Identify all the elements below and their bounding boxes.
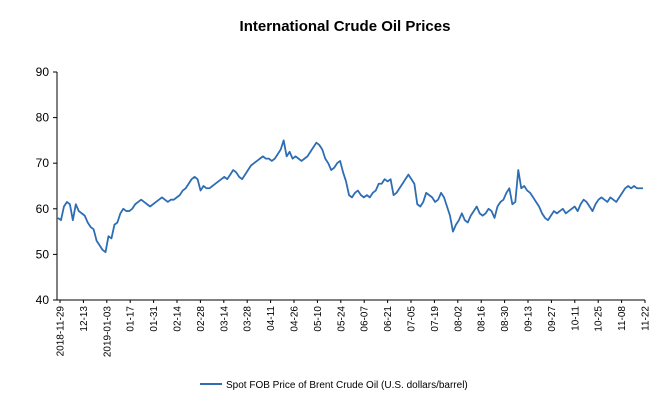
x-tick-label: 05-24 [336, 306, 347, 332]
legend: Spot FOB Price of Brent Crude Oil (U.S. … [200, 380, 468, 391]
legend-label: Spot FOB Price of Brent Crude Oil (U.S. … [226, 380, 468, 391]
x-tick-label: 11-22 [641, 306, 652, 331]
x-tick-label: 04-11 [266, 306, 277, 331]
x-tick-label: 07-19 [430, 306, 441, 332]
x-tick-label: 03-28 [243, 306, 254, 332]
x-tick-label: 10-11 [570, 306, 581, 331]
x-axis: 2018-11-29 12-13 2019-01-03 01-17 01-31 02-14… [56, 299, 652, 358]
x-tick-label: 06-21 [383, 306, 394, 332]
y-tick-label: 80 [36, 111, 50, 125]
x-tick-label: 09-27 [547, 306, 558, 332]
x-tick-label: 09-13 [524, 306, 535, 332]
x-tick-label: 06-07 [360, 306, 371, 332]
y-tick-label: 90 [36, 65, 50, 79]
x-tick-label: 05-10 [313, 306, 324, 332]
x-tick-label: 03-14 [219, 306, 230, 332]
x-tick-label: 01-31 [149, 306, 160, 332]
x-tick-label: 2018-11-29 [56, 306, 67, 357]
x-tick-label: 07-05 [407, 306, 418, 332]
series-line-brent [57, 139, 643, 254]
x-tick-label: 11-08 [617, 306, 628, 331]
x-tick-label: 04-26 [290, 306, 301, 332]
x-tick-label: 01-17 [126, 306, 137, 332]
y-axis: 40 50 60 70 80 90 [36, 65, 58, 307]
y-tick-label: 40 [36, 293, 50, 307]
y-tick-label: 70 [36, 156, 50, 170]
x-tick-label: 02-28 [196, 306, 207, 332]
x-tick-label: 12-13 [79, 306, 90, 332]
series-layer [57, 139, 643, 254]
x-tick-label: 02-14 [173, 306, 184, 332]
x-tick-label: 08-02 [453, 306, 464, 332]
x-tick-label: 10-25 [594, 306, 605, 332]
y-tick-label: 50 [36, 247, 50, 261]
y-tick-label: 60 [36, 202, 50, 216]
x-tick-label: 08-30 [500, 306, 511, 332]
chart-title: International Crude Oil Prices [240, 18, 451, 35]
x-tick-label: 08-16 [477, 306, 488, 332]
x-tick-label: 2019-01-03 [102, 306, 113, 358]
